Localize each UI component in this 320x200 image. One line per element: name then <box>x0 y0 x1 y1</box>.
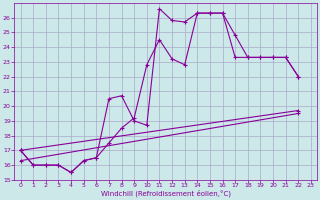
X-axis label: Windchill (Refroidissement éolien,°C): Windchill (Refroidissement éolien,°C) <box>101 190 231 197</box>
